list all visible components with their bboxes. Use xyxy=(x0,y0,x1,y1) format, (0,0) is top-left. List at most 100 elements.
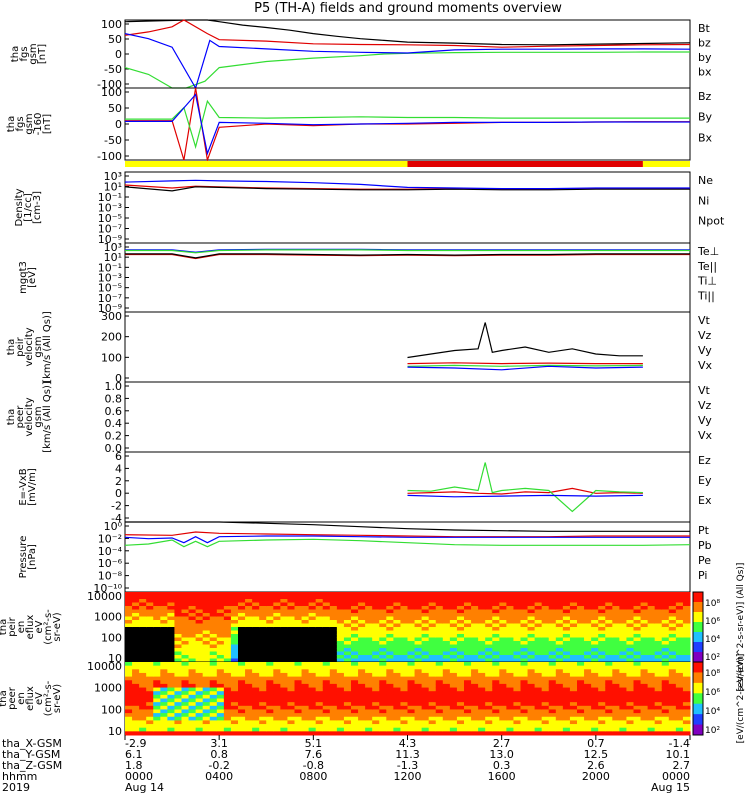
heatmap-cell xyxy=(442,592,451,596)
heatmap-cell xyxy=(336,672,345,678)
heatmap-cell xyxy=(591,616,599,621)
heatmap-cell xyxy=(577,620,585,624)
heatmap-cell xyxy=(301,641,310,645)
heatmap-cell xyxy=(223,672,232,678)
heatmap-cell xyxy=(386,606,394,610)
heatmap-cell xyxy=(372,606,380,610)
heatmap-cell xyxy=(386,691,394,696)
heatmap-cell xyxy=(562,655,571,659)
heatmap-cell xyxy=(605,655,613,659)
heatmap-cell xyxy=(230,641,239,645)
heatmap-cell xyxy=(499,716,507,721)
heatmap-cell xyxy=(534,658,543,663)
heatmap-cell xyxy=(329,606,338,610)
heatmap-cell xyxy=(527,672,536,678)
heatmap-cell xyxy=(343,602,352,607)
heatmap-cell xyxy=(400,683,408,689)
heatmap-cell xyxy=(308,702,317,707)
heatmap-cell xyxy=(633,705,642,710)
heatmap-cell xyxy=(478,599,486,603)
heatmap-cell xyxy=(379,595,387,600)
heatmap-cell xyxy=(442,651,451,656)
heatmap-cell xyxy=(343,713,352,718)
heatmap-cell xyxy=(139,676,147,681)
heatmap-cell xyxy=(492,627,500,631)
heatmap-cell xyxy=(209,655,218,659)
heatmap-cell xyxy=(167,709,175,714)
heatmap-cell xyxy=(209,698,218,703)
heatmap-cell xyxy=(343,637,352,642)
heatmap-cell xyxy=(238,720,246,725)
heatmap-cell xyxy=(541,602,550,607)
heatmap-cell xyxy=(548,691,557,696)
heatmap-cell xyxy=(626,713,634,718)
y-tick-label: -100 xyxy=(97,78,122,91)
heatmap-cell xyxy=(499,658,507,663)
heatmap-cell xyxy=(612,672,620,678)
heatmap-cell xyxy=(407,716,416,721)
heatmap-cell xyxy=(492,592,500,596)
heatmap-cell xyxy=(584,620,592,624)
y-tick-label: 10⁻³ xyxy=(98,272,122,285)
heatmap-cell xyxy=(598,705,606,710)
heatmap-cell xyxy=(195,623,204,628)
heatmap-cell xyxy=(654,613,663,617)
heatmap-cell xyxy=(238,658,246,663)
heatmap-cell xyxy=(336,705,345,710)
heatmap-cell xyxy=(294,669,303,674)
heatmap-cell xyxy=(520,620,529,624)
y-axis-label: fgs xyxy=(15,116,26,131)
series-Pt xyxy=(125,521,690,532)
heatmap-cell xyxy=(527,655,536,659)
colorbar-segment xyxy=(693,602,703,613)
heatmap-cell xyxy=(675,720,684,725)
heatmap-cell xyxy=(548,595,557,600)
heatmap-cell xyxy=(195,702,204,707)
heatmap-cell xyxy=(520,641,529,645)
heatmap-cell xyxy=(492,694,500,699)
heatmap-cell xyxy=(400,709,408,714)
heatmap-cell xyxy=(541,606,550,610)
heatmap-cell xyxy=(358,705,366,710)
heatmap-cell xyxy=(329,683,338,689)
heatmap-cell xyxy=(577,691,585,696)
y-axis-label: velocity xyxy=(24,397,35,436)
heatmap-cell xyxy=(640,616,649,621)
legend-Pi: Pi xyxy=(698,569,707,582)
heatmap-cell xyxy=(605,658,613,663)
heatmap-cell xyxy=(181,709,190,714)
heatmap-cell xyxy=(598,727,606,732)
heatmap-cell xyxy=(584,648,592,652)
heatmap-cell xyxy=(619,669,627,674)
heatmap-cell xyxy=(464,627,472,631)
heatmap-cell xyxy=(513,680,521,685)
heatmap-cell xyxy=(668,680,677,685)
heatmap-cell xyxy=(372,602,380,607)
heatmap-cell xyxy=(315,702,324,707)
heatmap-cell xyxy=(527,616,536,621)
heatmap-cell xyxy=(555,672,564,678)
heatmap-cell xyxy=(577,616,585,621)
heatmap-cell xyxy=(280,672,288,678)
heatmap-cell xyxy=(654,620,663,624)
heatmap-cell xyxy=(619,592,627,596)
heatmap-cell xyxy=(252,727,260,732)
heatmap-cell xyxy=(379,724,387,729)
heatmap-cell xyxy=(195,662,204,667)
heatmap-cell xyxy=(577,658,585,663)
heatmap-cell xyxy=(682,630,691,635)
heatmap-cell xyxy=(506,705,514,710)
heatmap-cell xyxy=(202,655,211,659)
heatmap-cell xyxy=(322,698,331,703)
heatmap-cell xyxy=(167,634,175,638)
heatmap-cell xyxy=(421,676,430,681)
heatmap-cell xyxy=(287,687,295,692)
heatmap-cell xyxy=(456,658,465,663)
heatmap-cell xyxy=(167,592,175,596)
heatmap-cell xyxy=(195,731,204,736)
heatmap-cell xyxy=(153,731,161,736)
heatmap-cell xyxy=(259,694,267,699)
heatmap-cell xyxy=(230,672,239,678)
heatmap-cell xyxy=(584,716,592,721)
